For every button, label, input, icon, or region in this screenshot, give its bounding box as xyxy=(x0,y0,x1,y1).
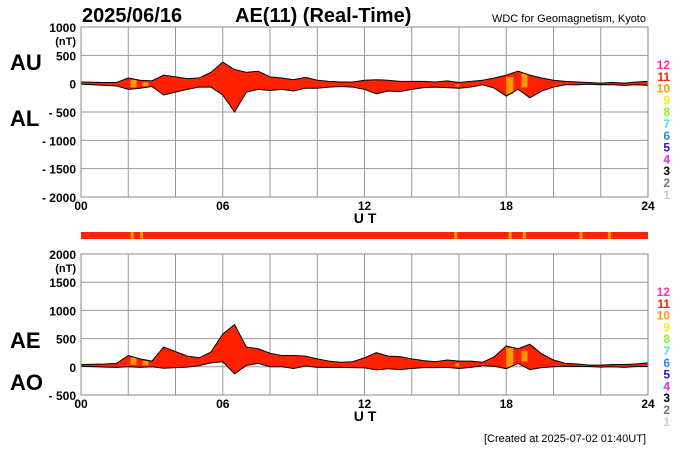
x-tick-label: 06 xyxy=(216,397,230,411)
x-tick-label: 00 xyxy=(74,397,88,411)
x-tick-label: 18 xyxy=(500,397,514,411)
x-tick-label: 12 xyxy=(358,397,372,411)
status-partial-marker xyxy=(140,232,144,239)
status-partial-marker xyxy=(607,232,611,239)
station-count-legend-item: 2 xyxy=(663,176,670,190)
partial-data-segment xyxy=(521,73,528,88)
station-count-legend-item: 1 xyxy=(663,188,670,202)
y-tick-label: 1000 xyxy=(49,304,76,318)
partial-data-segment xyxy=(130,357,137,365)
status-partial-marker xyxy=(130,232,134,239)
unit-label: (nT) xyxy=(55,36,76,48)
lower-series-line xyxy=(80,83,649,113)
lower-series-label: AL xyxy=(10,106,39,131)
station-count-legend-item: 4 xyxy=(663,152,670,166)
x-tick-label: 24 xyxy=(641,199,655,213)
source-label: WDC for Geomagnetism, Kyoto xyxy=(492,13,646,25)
plot-frame xyxy=(80,26,649,198)
filled-band xyxy=(81,62,648,112)
lower-series-label: AO xyxy=(10,370,43,395)
x-axis-label: U T xyxy=(354,210,377,226)
y-tick-label: 0 xyxy=(69,361,76,375)
partial-data-segment xyxy=(506,347,514,367)
y-tick-label: 0 xyxy=(69,78,76,92)
station-count-legend-item: 10 xyxy=(657,309,671,323)
y-tick-label: 2000 xyxy=(49,248,76,262)
station-count-legend-item: 8 xyxy=(663,332,670,346)
y-tick-label: - 1000 xyxy=(42,134,76,148)
status-partial-marker xyxy=(522,232,526,239)
y-tick-label: - 1500 xyxy=(42,163,76,177)
station-count-legend-item: 9 xyxy=(663,93,670,107)
x-axis-label: U T xyxy=(354,408,377,424)
station-status-bar xyxy=(81,232,648,239)
station-count-legend-item: 10 xyxy=(657,82,671,96)
y-tick-label: 1500 xyxy=(49,276,76,290)
station-count-legend-item: 8 xyxy=(663,105,670,119)
status-partial-marker xyxy=(579,232,583,239)
x-tick-label: 00 xyxy=(74,199,88,213)
partial-data-segment xyxy=(142,82,149,87)
station-count-legend-item: 1 xyxy=(663,415,670,429)
y-tick-label: - 500 xyxy=(49,389,77,403)
y-tick-label: - 2000 xyxy=(42,191,76,205)
date-title: 2025/06/16 xyxy=(82,5,182,27)
station-count-legend-item: 11 xyxy=(657,70,670,84)
upper-series-label: AU xyxy=(10,50,42,75)
status-partial-marker xyxy=(508,232,512,239)
partial-data-segment xyxy=(130,80,137,88)
station-count-legend-item: 12 xyxy=(657,285,671,299)
station-count-legend-item: 5 xyxy=(663,368,670,382)
x-tick-label: 18 xyxy=(500,199,514,213)
unit-label: (nT) xyxy=(55,263,76,275)
station-count-legend-item: 9 xyxy=(663,320,670,334)
station-count-legend-item: 3 xyxy=(663,164,670,178)
partial-data-segment xyxy=(142,360,149,366)
x-tick-label: 12 xyxy=(358,199,372,213)
station-count-legend-item: 6 xyxy=(663,356,670,370)
station-count-legend-item: 5 xyxy=(663,141,670,155)
plot-frame xyxy=(80,253,649,396)
station-count-legend-item: 12 xyxy=(657,58,671,72)
station-count-legend-item: 7 xyxy=(663,344,670,358)
lower-series-line xyxy=(80,361,648,375)
y-tick-label: 500 xyxy=(56,49,76,63)
station-count-legend-item: 3 xyxy=(663,391,670,405)
y-tick-label: 500 xyxy=(56,333,76,347)
upper-series-line xyxy=(80,61,649,84)
created-label: [Created at 2025-07-02 01:40UT] xyxy=(484,433,646,445)
chart-title: AE(11) (Real-Time) xyxy=(235,5,411,27)
station-count-legend-item: 4 xyxy=(663,379,670,393)
upper-series-line xyxy=(80,323,649,366)
station-count-legend-item: 11 xyxy=(657,297,670,311)
station-count-legend-item: 2 xyxy=(663,403,670,417)
x-tick-label: 06 xyxy=(216,199,230,213)
status-partial-marker xyxy=(454,232,458,239)
upper-series-label: AE xyxy=(10,328,41,353)
partial-data-segment xyxy=(455,84,459,87)
y-tick-label: - 500 xyxy=(49,106,77,120)
partial-data-segment xyxy=(455,363,459,367)
partial-data-segment xyxy=(506,77,514,95)
x-tick-label: 24 xyxy=(641,397,655,411)
partial-data-segment xyxy=(521,350,528,362)
y-tick-label: 1000 xyxy=(49,21,76,35)
station-count-legend-item: 7 xyxy=(663,117,670,131)
station-count-legend-item: 6 xyxy=(663,129,670,143)
